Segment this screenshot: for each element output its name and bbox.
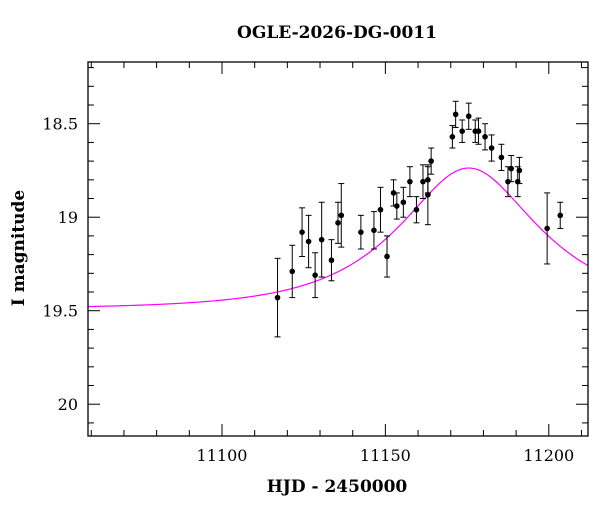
data-point <box>419 164 426 200</box>
data-point <box>504 166 511 198</box>
data-point <box>428 147 435 175</box>
data-point <box>384 235 391 278</box>
data-point-marker <box>482 134 488 140</box>
data-point-marker <box>428 158 434 164</box>
data-point-marker <box>358 229 364 235</box>
data-point-marker <box>384 253 390 260</box>
data-point <box>413 196 420 224</box>
data-point <box>274 257 281 338</box>
plot-layer <box>88 100 588 338</box>
data-point <box>516 156 523 185</box>
y-tick-label: 18.5 <box>42 115 78 134</box>
data-point-marker <box>400 199 407 206</box>
data-point <box>377 186 384 233</box>
data-point-marker <box>335 220 341 226</box>
y-axis-label: I magnitude <box>9 190 29 307</box>
data-point <box>312 252 319 299</box>
data-point <box>328 239 335 282</box>
data-point-marker <box>289 268 296 275</box>
data-point <box>299 207 306 257</box>
data-point <box>406 166 413 198</box>
data-point <box>475 117 482 145</box>
x-tick-label: 11100 <box>197 446 248 465</box>
data-point <box>452 100 459 128</box>
data-point-marker <box>420 178 426 185</box>
data-point <box>459 119 466 143</box>
data-point-marker <box>312 272 318 278</box>
data-point-marker <box>338 212 345 219</box>
data-point <box>357 214 364 250</box>
data-point-marker <box>449 134 456 140</box>
data-point <box>335 201 341 244</box>
data-point-marker <box>413 206 420 213</box>
data-point-marker <box>407 178 413 185</box>
data-point-marker <box>544 225 550 232</box>
y-tick-label: 19.5 <box>42 302 78 321</box>
data-point-marker <box>459 128 465 134</box>
data-point <box>449 125 456 149</box>
data-point <box>424 166 431 194</box>
model-curve <box>88 167 588 308</box>
data-point-marker <box>394 203 400 209</box>
data-point-marker <box>299 229 305 235</box>
x-axis-label: HJD - 2450000 <box>267 477 408 497</box>
data-point <box>544 192 551 265</box>
data-point <box>400 186 407 218</box>
data-point-marker <box>328 257 335 264</box>
data-point-marker <box>318 236 325 243</box>
y-tick-label: 19 <box>58 208 78 227</box>
data-point-marker <box>425 177 431 183</box>
data-point-marker <box>452 111 459 118</box>
data-point <box>557 201 564 229</box>
data-point <box>305 214 312 269</box>
data-point <box>508 155 515 183</box>
data-point <box>498 143 505 171</box>
data-point <box>289 244 296 299</box>
x-tick-label: 11200 <box>523 446 574 465</box>
y-tick-label: 20 <box>58 395 78 414</box>
data-point-marker <box>371 227 377 234</box>
data-point <box>338 183 345 248</box>
chart-title: OGLE-2026-DG-0011 <box>237 23 437 43</box>
data-point <box>465 102 472 130</box>
data-point-marker <box>305 238 312 245</box>
data-point-marker <box>508 165 515 172</box>
data-point <box>390 179 397 207</box>
data-point <box>370 211 377 250</box>
data-point-marker <box>475 128 482 134</box>
axes-layer: 11100 11150 11200 18.5 19 19.5 20 <box>42 61 589 465</box>
data-point-marker <box>274 294 281 301</box>
data-point-marker <box>557 212 564 219</box>
data-point <box>488 134 495 162</box>
data-point-marker <box>465 113 472 120</box>
data-point-marker <box>390 190 397 196</box>
data-point <box>482 123 489 151</box>
data-point-marker <box>377 206 384 213</box>
data-point-marker <box>498 154 505 161</box>
data-point <box>318 201 325 278</box>
data-point <box>393 192 400 220</box>
data-point-marker <box>505 178 511 185</box>
x-tick-label: 11150 <box>360 446 411 465</box>
data-point-marker <box>516 167 523 174</box>
data-point-marker <box>488 145 495 151</box>
plot-frame <box>87 61 589 437</box>
